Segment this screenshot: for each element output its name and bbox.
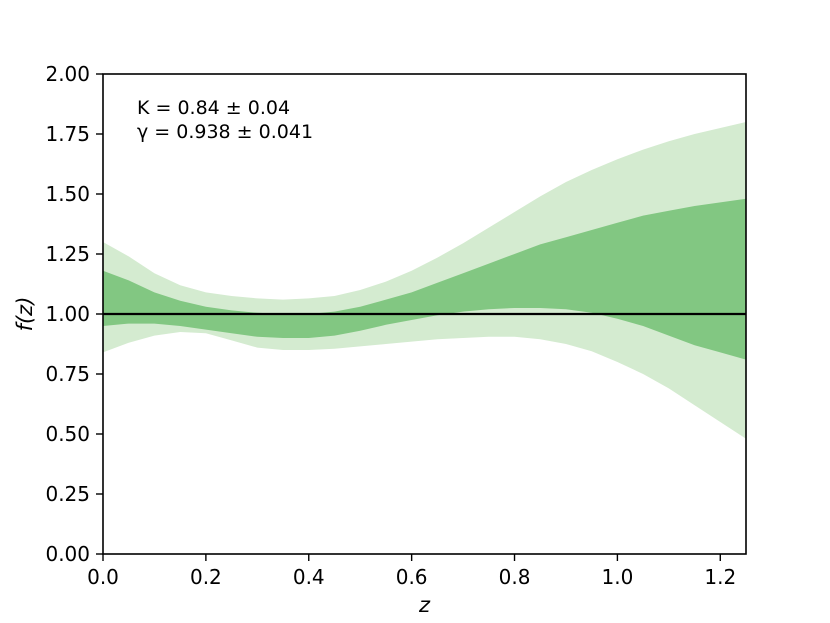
annotation-gamma: γ = 0.938 ± 0.041 (137, 121, 313, 143)
x-tick-label: 1.0 (601, 565, 633, 589)
y-tick-label: 0.50 (45, 422, 90, 446)
x-tick-label: 0.6 (396, 565, 428, 589)
x-tick-label: 0.2 (190, 565, 222, 589)
x-tick-label: 0.8 (499, 565, 531, 589)
band-outer (103, 122, 746, 439)
y-tick-label: 0.00 (45, 542, 90, 566)
x-tick-label: 1.2 (704, 565, 736, 589)
y-tick-label: 1.00 (45, 302, 90, 326)
x-tick-label: 0.0 (87, 565, 119, 589)
y-tick-label: 2.00 (45, 62, 90, 86)
y-axis-label: f(z) (13, 297, 37, 332)
annotation-kappa: K = 0.84 ± 0.04 (137, 97, 290, 119)
y-axis-ticks: 0.00 0.25 0.50 0.75 1.00 1.25 1.50 1.75 2.00 (45, 62, 103, 566)
confidence-bands (103, 122, 746, 439)
y-tick-label: 1.50 (45, 182, 90, 206)
y-tick-label: 1.75 (45, 122, 90, 146)
x-tick-label: 0.4 (293, 565, 325, 589)
y-tick-label: 1.25 (45, 242, 90, 266)
x-axis-label: z (418, 593, 431, 617)
x-axis-ticks: 0.0 0.2 0.4 0.6 0.8 1.0 1.2 (87, 554, 736, 589)
y-tick-label: 0.75 (45, 362, 90, 386)
band-inner (103, 198, 746, 360)
y-tick-label: 0.25 (45, 482, 90, 506)
